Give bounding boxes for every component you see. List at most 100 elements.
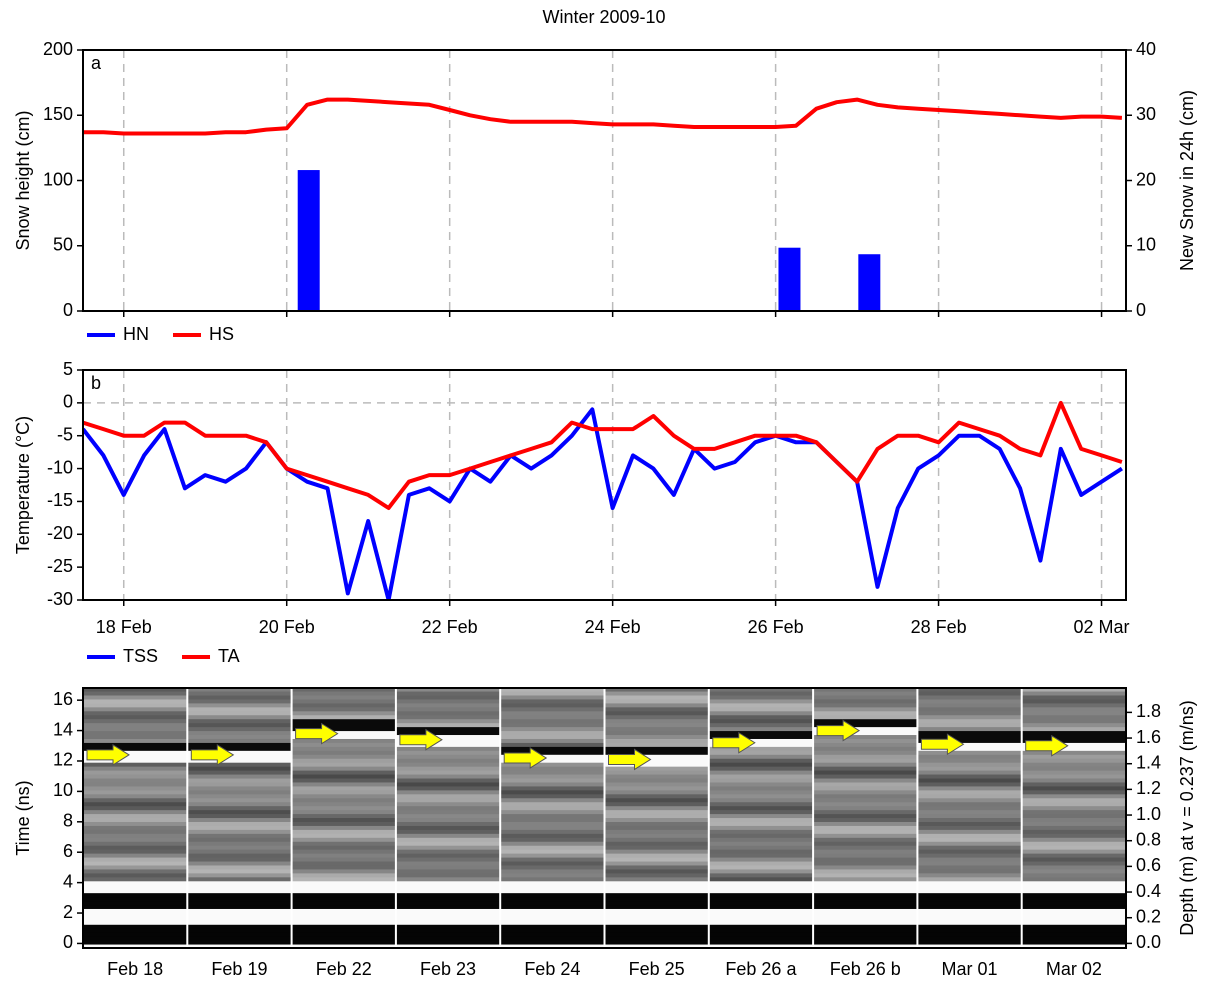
radar-band [917, 695, 1021, 699]
radar-band [187, 912, 291, 916]
radar-band [813, 905, 917, 909]
radar-band [813, 770, 917, 774]
radar-band [187, 699, 291, 703]
radar-band [1022, 802, 1126, 806]
y2-tick-label: 0 [1136, 300, 1146, 320]
radar-band [83, 865, 187, 869]
y-tick-label: -30 [47, 589, 73, 609]
radar-band [709, 861, 813, 865]
radar-band [187, 849, 291, 853]
radar-band [83, 794, 187, 798]
radar-band [605, 928, 709, 932]
radar-band [292, 901, 396, 905]
radar-band [605, 735, 709, 739]
radar-band [292, 821, 396, 825]
radar-band [709, 841, 813, 845]
radar-band [396, 818, 500, 822]
radar-band [83, 786, 187, 790]
radar-band [1022, 885, 1126, 889]
radar-band [396, 754, 500, 758]
radar-band [187, 810, 291, 814]
radar-band [500, 766, 604, 770]
radar-band [500, 798, 604, 802]
radar-band [917, 703, 1021, 707]
radar-band [187, 885, 291, 889]
radar-band [813, 746, 917, 750]
radar-band [396, 932, 500, 936]
radar-band [396, 924, 500, 928]
radar-band [292, 940, 396, 944]
radar-band [1022, 790, 1126, 794]
x-tick-label: Feb 26 a [725, 959, 797, 979]
radar-band [605, 853, 709, 857]
radar-band [917, 750, 1021, 754]
radar-band [500, 881, 604, 885]
radar-trace [500, 687, 604, 948]
y-tick-label: 50 [53, 235, 73, 255]
radar-band [396, 766, 500, 770]
radar-band [396, 877, 500, 881]
radar-band [605, 897, 709, 901]
radar-band [709, 897, 813, 901]
radar-band [709, 924, 813, 928]
radar-band [500, 908, 604, 912]
radar-band [187, 731, 291, 735]
radar-band [500, 806, 604, 810]
radar-band [292, 762, 396, 766]
radar-band [917, 794, 1021, 798]
radar-band [813, 908, 917, 912]
radar-band [813, 912, 917, 916]
radar-band [813, 782, 917, 786]
x-tick-label: Feb 23 [420, 959, 476, 979]
radar-band [917, 810, 1021, 814]
radar-band [917, 932, 1021, 936]
radar-band [917, 786, 1021, 790]
radar-band [83, 924, 187, 928]
x-tick-label: 02 Mar [1074, 617, 1130, 637]
radar-band [292, 754, 396, 758]
radar-band [292, 841, 396, 845]
radar-band [83, 731, 187, 735]
y-tick-label: -5 [57, 424, 73, 444]
x-tick-label: 24 Feb [585, 617, 641, 637]
radar-band [917, 758, 1021, 762]
radar-band [605, 727, 709, 731]
radar-band [396, 889, 500, 893]
radar-band [605, 818, 709, 822]
radar-band [500, 825, 604, 829]
radar-band [709, 774, 813, 778]
radar-band [813, 742, 917, 746]
radar-band [917, 928, 1021, 932]
y2-axis-label: Depth (m) at v = 0.237 (m/ns) [1177, 700, 1197, 936]
radar-band [1022, 778, 1126, 782]
radar-band [709, 695, 813, 699]
radar-band [396, 920, 500, 924]
radar-band [1022, 774, 1126, 778]
radar-band [917, 912, 1021, 916]
radar-band [500, 877, 604, 881]
radar-band [396, 865, 500, 869]
radar-band [83, 841, 187, 845]
radar-band [917, 825, 1021, 829]
radar-band [605, 893, 709, 897]
radar-band [813, 932, 917, 936]
radar-band [709, 853, 813, 857]
radar-band [500, 853, 604, 857]
radar-band [396, 833, 500, 837]
radar-band [1022, 908, 1126, 912]
radar-band [83, 778, 187, 782]
radar-band [187, 829, 291, 833]
radar-band [917, 837, 1021, 841]
radar-band [1022, 711, 1126, 715]
radar-band [292, 790, 396, 794]
radar-band [500, 885, 604, 889]
radar-band [709, 932, 813, 936]
radar-band [187, 711, 291, 715]
radar-band [917, 924, 1021, 928]
radar-band [83, 774, 187, 778]
radar-band [1022, 814, 1126, 818]
radar-band [1022, 703, 1126, 707]
radar-band [396, 936, 500, 940]
radar-band [1022, 936, 1126, 940]
y-tick-label: -15 [47, 490, 73, 510]
